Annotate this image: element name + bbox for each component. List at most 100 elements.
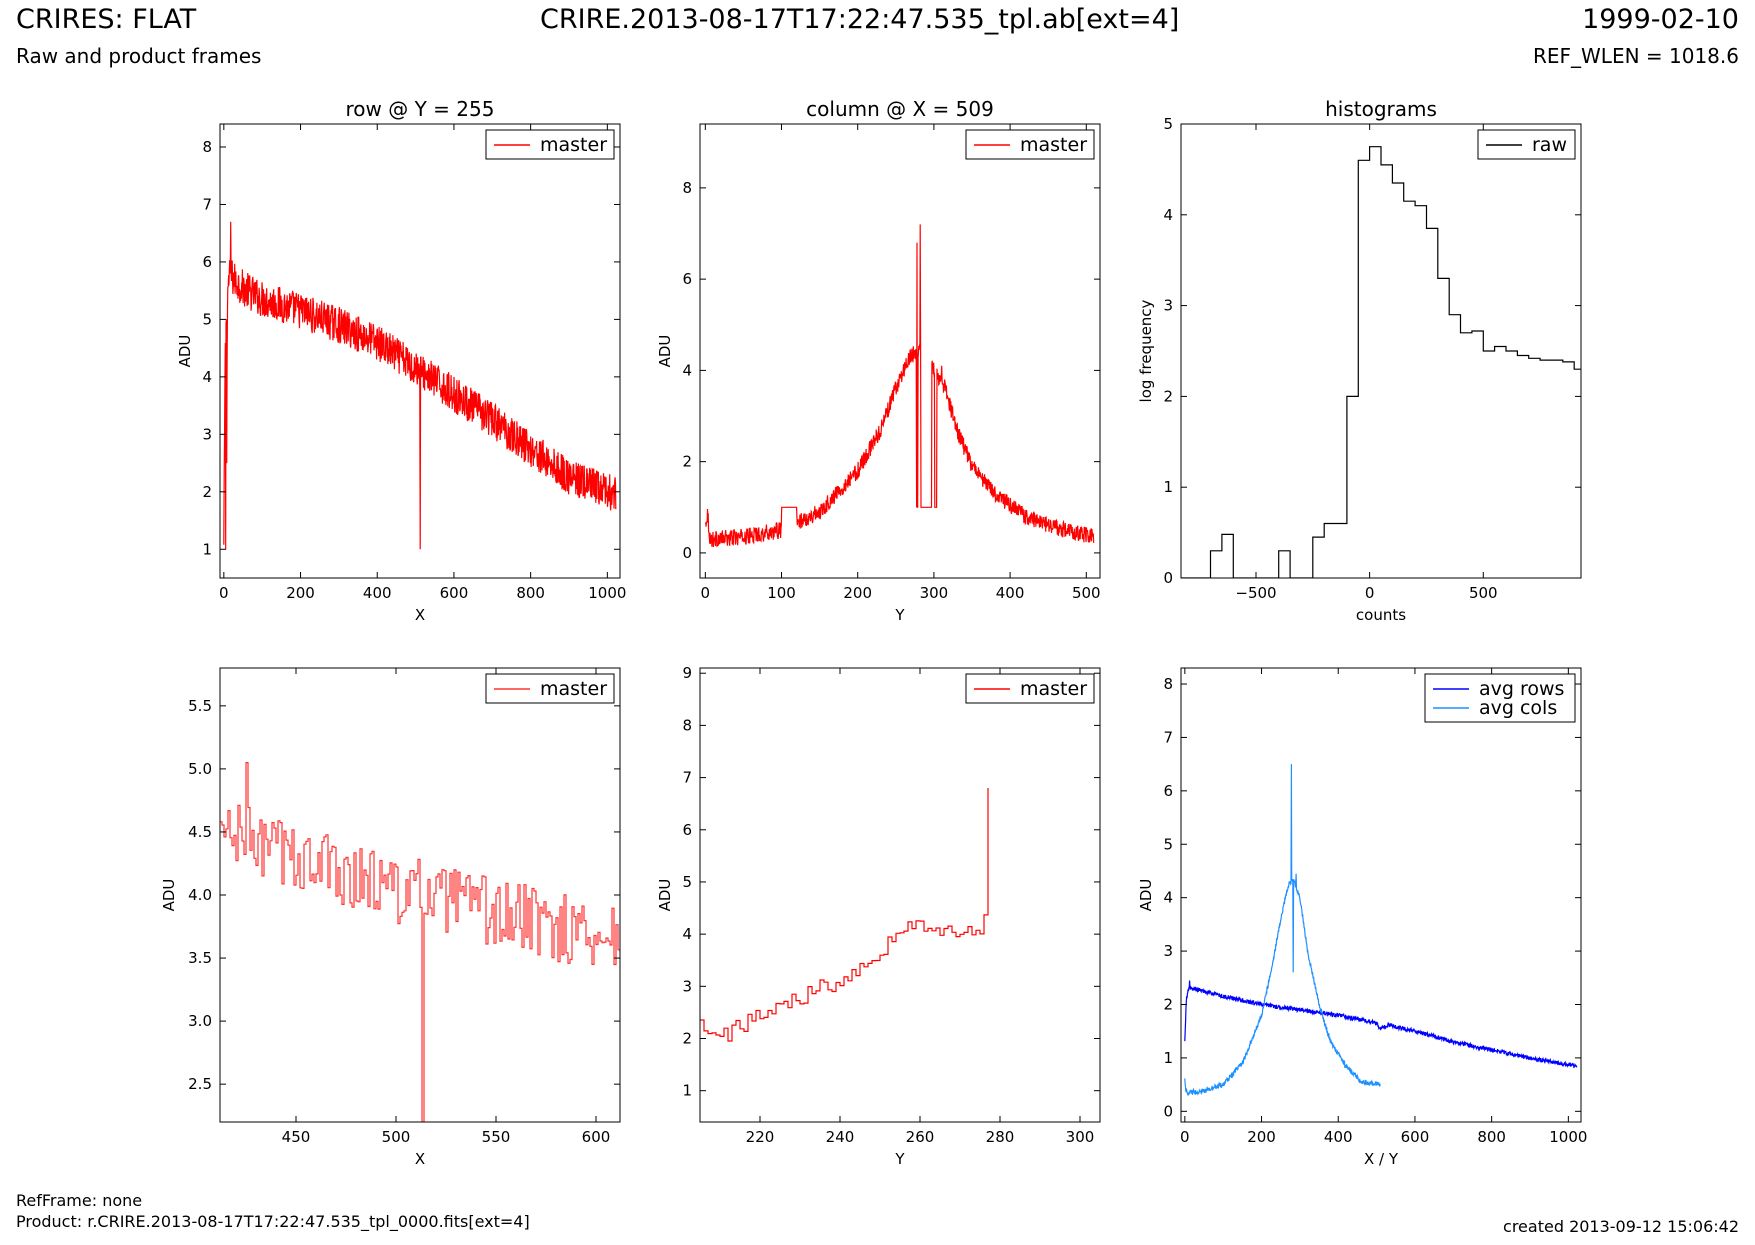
y-tick-label: 4.0 [188, 886, 212, 904]
legend: master [965, 129, 1095, 160]
y-tick-label: 7 [1163, 728, 1173, 746]
panel-col_zoom: 220 240 260 280 300 1 2 3 4 5 6 7 8 9 Y ADU master [656, 664, 1101, 1168]
y-tick-label: 2 [1163, 387, 1173, 405]
panel-row_zoom: 450 500 550 600 2.5 3.0 3.5 4.0 4.5 5.0 5.5 X ADU mas… [160, 667, 621, 1168]
x-tick-label: 400 [1324, 1128, 1353, 1146]
x-tick-label: 600 [1401, 1128, 1430, 1146]
y-tick-label: 6 [202, 253, 212, 271]
x-tick-label: 100 [767, 584, 796, 602]
y-tick-label: 4.5 [188, 823, 212, 841]
x-tick-label: 1000 [588, 584, 626, 602]
product-label: Product: r.CRIRE.2013-08-17T17:22:47.535… [16, 1212, 530, 1231]
legend-label: avg rows [1479, 678, 1564, 700]
legend-label: raw [1532, 134, 1567, 156]
y-tick-label: 2.5 [188, 1075, 212, 1093]
y-tick-label: 3 [1163, 297, 1173, 315]
y-axis-label: ADU [160, 879, 178, 912]
y-tick-label: 6 [1163, 782, 1173, 800]
y-axis-label: ADU [176, 335, 194, 368]
y-tick-label: 0 [1163, 1102, 1173, 1120]
x-tick-label: 260 [906, 1128, 935, 1146]
x-tick-label: 800 [1477, 1128, 1506, 1146]
x-tick-label: 200 [1247, 1128, 1276, 1146]
y-axis-label: log frequency [1137, 299, 1155, 402]
panel-title: column @ X = 509 [806, 97, 994, 121]
y-tick-label: 8 [202, 138, 212, 156]
y-tick-label: 4 [682, 925, 692, 943]
y-tick-label: 2 [682, 1030, 692, 1048]
x-tick-label: 220 [746, 1128, 775, 1146]
legend: raw [1477, 129, 1576, 160]
y-tick-label: 9 [682, 664, 692, 682]
y-axis-label: ADU [1137, 879, 1155, 912]
y-tick-label: 8 [682, 716, 692, 734]
panel-row: 0 200 400 600 800 1000 1 2 3 4 5 6 7 8 X ADU row @ Y = 2… [176, 97, 626, 624]
x-axis-label: counts [1356, 606, 1406, 624]
x-tick-label: 280 [986, 1128, 1015, 1146]
y-tick-label: 8 [1163, 675, 1173, 693]
y-tick-label: 3 [682, 977, 692, 995]
y-tick-label: 3.5 [188, 949, 212, 967]
y-tick-label: 5 [1163, 115, 1173, 133]
y-tick-label: 6 [682, 270, 692, 288]
legend-label: avg cols [1479, 697, 1557, 719]
x-tick-label: 0 [701, 584, 711, 602]
y-tick-label: 5.5 [188, 697, 212, 715]
x-tick-label: 600 [440, 584, 469, 602]
x-tick-label: 500 [1469, 584, 1498, 602]
x-tick-label: 200 [843, 584, 872, 602]
legend-label: master [540, 134, 607, 156]
y-tick-label: 2 [202, 483, 212, 501]
y-tick-label: 7 [202, 195, 212, 213]
y-tick-label: 3 [1163, 942, 1173, 960]
y-tick-label: 3.0 [188, 1012, 212, 1030]
file-name: CRIRE.2013-08-17T17:22:47.535_tpl.ab[ext… [540, 4, 1180, 35]
x-tick-label: 400 [363, 584, 392, 602]
y-tick-label: 1 [202, 540, 212, 558]
legend: master [965, 673, 1095, 704]
y-tick-label: 5 [682, 873, 692, 891]
y-tick-label: 2 [682, 453, 692, 471]
y-tick-label: 4 [1163, 889, 1173, 907]
series-master [704, 224, 1095, 548]
x-axis-label: X [415, 606, 425, 624]
ref-wlen-label: REF_WLEN = 1018.6 [1532, 44, 1739, 68]
y-tick-label: 0 [682, 544, 692, 562]
legend-label: master [1020, 678, 1087, 700]
y-tick-label: 4 [682, 361, 692, 379]
series-avg-rows [1184, 980, 1578, 1069]
y-tick-label: 0 [1163, 569, 1173, 587]
y-axis-label: ADU [656, 879, 674, 912]
x-tick-label: 1000 [1549, 1128, 1587, 1146]
x-tick-label: 500 [382, 1128, 411, 1146]
legend-label: master [540, 678, 607, 700]
page-title: CRIRES: FLAT [16, 4, 197, 35]
y-axis-label: ADU [656, 335, 674, 368]
x-axis-label: X [415, 1150, 425, 1168]
panel-title: row @ Y = 255 [346, 97, 495, 121]
legend: master [485, 673, 615, 704]
y-tick-label: 1 [1163, 1049, 1173, 1067]
x-tick-label: 500 [1072, 584, 1101, 602]
y-tick-label: 1 [1163, 478, 1173, 496]
created-label: created 2013-09-12 15:06:42 [1503, 1217, 1739, 1236]
y-tick-label: 7 [682, 769, 692, 787]
x-tick-label: 200 [286, 584, 315, 602]
x-tick-label: 300 [920, 584, 949, 602]
plot-frame [699, 667, 1101, 1123]
x-tick-label: 450 [282, 1128, 311, 1146]
y-tick-label: 5 [1163, 835, 1173, 853]
series-master [700, 788, 989, 1042]
plot-frame [1180, 667, 1582, 1123]
date-label: 1999-02-10 [1582, 4, 1739, 35]
x-tick-label: 0 [1180, 1128, 1190, 1146]
x-tick-label: 600 [582, 1128, 611, 1146]
y-tick-label: 4 [202, 368, 212, 386]
plot-frame [219, 123, 621, 579]
panel-col: 0 100 200 300 400 500 0 2 4 6 8 Y ADU column @ X = 50… [656, 97, 1101, 624]
y-tick-label: 8 [682, 179, 692, 197]
x-tick-label: 0 [219, 584, 229, 602]
legend-label: master [1020, 134, 1087, 156]
